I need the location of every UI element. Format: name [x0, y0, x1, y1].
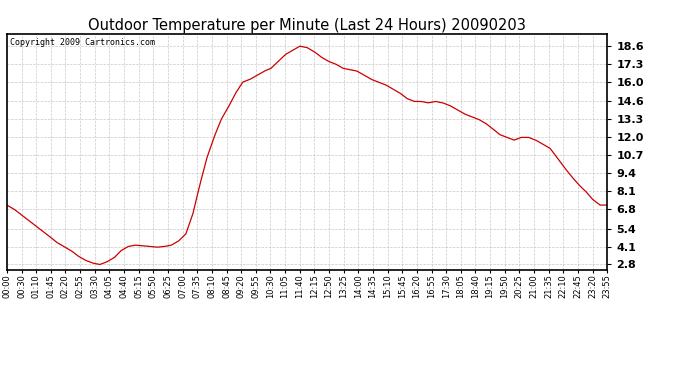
Text: Copyright 2009 Cartronics.com: Copyright 2009 Cartronics.com — [10, 39, 155, 48]
Title: Outdoor Temperature per Minute (Last 24 Hours) 20090203: Outdoor Temperature per Minute (Last 24 … — [88, 18, 526, 33]
